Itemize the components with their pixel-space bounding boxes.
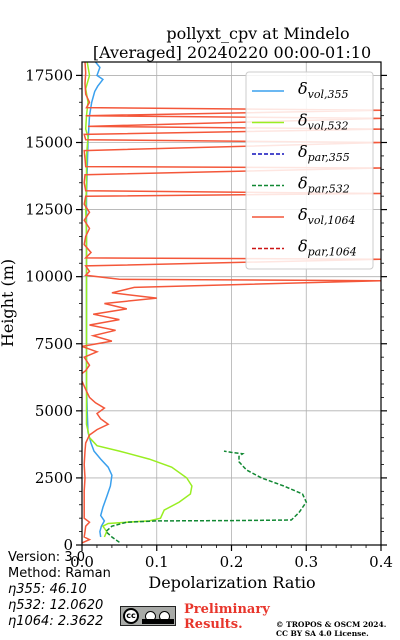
method-text: Method: Raman xyxy=(8,566,111,581)
x-axis-label: Depolarization Ratio xyxy=(148,573,315,592)
y-tick-label: 0 xyxy=(63,536,73,554)
series-line-par-532 xyxy=(104,450,308,543)
y-tick-label: 12500 xyxy=(25,201,73,219)
cc-license-icon: cc xyxy=(120,606,176,626)
x-tick-label: 0.3 xyxy=(294,553,318,571)
eta355-text: η355: 46.10 xyxy=(8,582,87,597)
y-tick-label: 17500 xyxy=(25,66,73,84)
x-tick-label: 0.2 xyxy=(220,553,244,571)
legend: δvol,355δvol,532δpar,355δpar,532δvol,106… xyxy=(245,71,374,270)
info-panel: Version: 3.0 Method: Raman η355: 46.10 η… xyxy=(8,550,111,630)
cc-circle-icon: cc xyxy=(123,608,139,624)
chart-title-line2: [Averaged] 20240220 00:00-01:10 xyxy=(93,43,371,62)
preliminary-results-note: Preliminary Results. xyxy=(184,602,270,632)
prelim-line2: Results. xyxy=(184,617,243,632)
y-tick-label: 15000 xyxy=(25,134,73,152)
legend-box xyxy=(245,71,374,270)
y-tick-label: 7500 xyxy=(35,335,73,353)
prelim-line1: Preliminary xyxy=(184,602,270,617)
cc-bar xyxy=(142,619,174,624)
copyright-line1: © TROPOS & OSCM 2024. xyxy=(276,620,387,629)
x-tick-label: 0.4 xyxy=(369,553,393,571)
chart-title-line1: pollyxt_cpv at Mindelo xyxy=(166,24,349,43)
version-text: Version: 3.0 xyxy=(8,550,85,565)
eta1064-text: η1064: 2.3622 xyxy=(8,614,104,629)
y-tick-label: 5000 xyxy=(35,402,73,420)
copyright-note: © TROPOS & OSCM 2024. CC BY SA 4.0 Licen… xyxy=(276,620,386,638)
copyright-line2: CC BY SA 4.0 License. xyxy=(276,629,369,638)
ticks: 0.0 0.1 0.2 0.3 0.4 0 2500 5000 7500 10000 12500 15… xyxy=(25,66,393,571)
x-tick-label: 0.1 xyxy=(145,553,169,571)
eta532-text: η532: 12.0620 xyxy=(8,598,104,613)
y-tick-label: 10000 xyxy=(25,268,73,286)
x-tick-label: 0.0 xyxy=(70,553,94,571)
y-axis-label: Height (m) xyxy=(0,259,17,347)
y-tick-label: 2500 xyxy=(35,469,73,487)
